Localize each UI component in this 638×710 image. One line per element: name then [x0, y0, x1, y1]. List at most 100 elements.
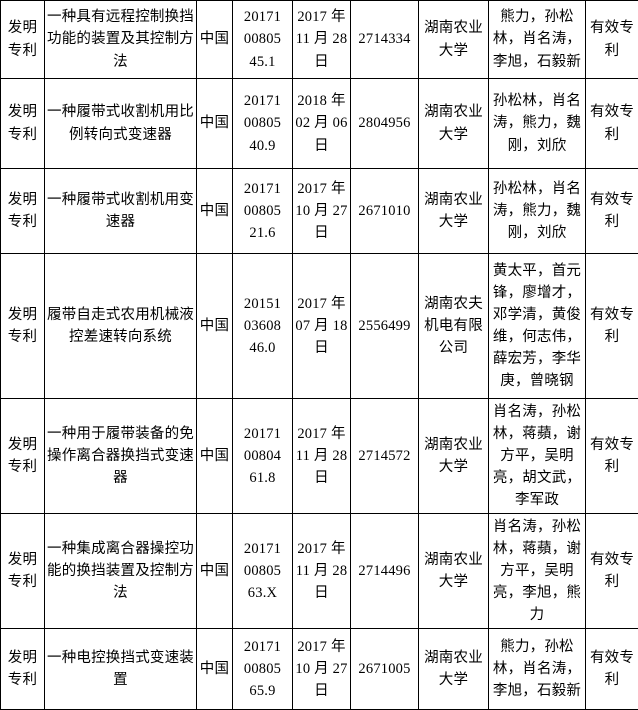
date-line: 11 月 28: [295, 560, 348, 582]
appno-line: 46.0: [235, 337, 290, 359]
appno-line: 65.9: [235, 680, 290, 702]
appno-line: 45.1: [235, 51, 290, 73]
owner: 湖南农业大学: [419, 79, 489, 169]
owner: 湖南农业大学: [419, 1, 489, 79]
type: 发明专利: [1, 514, 45, 629]
status: 有效专利: [586, 1, 638, 79]
appno-line: 21.6: [235, 222, 290, 244]
appno-line: 20151: [235, 293, 290, 315]
appno-line: 20171: [235, 423, 290, 445]
inventors: 熊力，孙松林，肖名涛，李旭，石毅新: [489, 1, 586, 79]
grant: 2714496: [351, 514, 419, 629]
date-line: 2018 年: [295, 90, 348, 112]
type: 发明专利: [1, 79, 45, 169]
appno-line: 63.X: [235, 582, 290, 604]
owner: 湖南农业大学: [419, 629, 489, 710]
date-line: 日: [295, 467, 348, 489]
title: 一种电控换挡式变速装置: [45, 629, 197, 710]
country: 中国: [197, 254, 233, 399]
date-line: 02 月 06: [295, 112, 348, 134]
grant: 2671010: [351, 169, 419, 254]
date-line: 2017 年: [295, 293, 348, 315]
country: 中国: [197, 1, 233, 79]
date-line: 日: [295, 337, 348, 359]
date-line: 日: [295, 582, 348, 604]
status: 有效专利: [586, 254, 638, 399]
country: 中国: [197, 514, 233, 629]
status: 有效专利: [586, 629, 638, 710]
grant: 2714572: [351, 399, 419, 514]
date-line: 2017 年: [295, 6, 348, 28]
owner: 湖南农夫机电有限公司: [419, 254, 489, 399]
owner: 湖南农业大学: [419, 399, 489, 514]
appno-line: 40.9: [235, 135, 290, 157]
date-line: 日: [295, 222, 348, 244]
type: 发明专利: [1, 1, 45, 79]
inventors: 黄太平，首元锋，廖增才，邓学清，黄俊维，何志伟，薛宏芳，李华庚，曾晓钢: [489, 254, 586, 399]
inventors: 肖名涛，孙松林，蒋蘋，谢方平，吴明亮，胡文武，李军政: [489, 399, 586, 514]
type: 发明专利: [1, 399, 45, 514]
appno-line: 61.8: [235, 467, 290, 489]
title: 一种履带式收割机用比例转向式变速器: [45, 79, 197, 169]
status: 有效专利: [586, 399, 638, 514]
title: 一种用于履带装备的免操作离合器换挡式变速器: [45, 399, 197, 514]
appno-line: 20171: [235, 178, 290, 200]
grant: 2804956: [351, 79, 419, 169]
type: 发明专利: [1, 169, 45, 254]
status: 有效专利: [586, 169, 638, 254]
grant: 2671005: [351, 629, 419, 710]
type: 发明专利: [1, 629, 45, 710]
appno-line: 00805: [235, 658, 290, 680]
appno-line: 00805: [235, 112, 290, 134]
appno-line: 00805: [235, 200, 290, 222]
date-line: 2017 年: [295, 178, 348, 200]
title: 一种具有远程控制换挡功能的装置及其控制方法: [45, 1, 197, 79]
date-line: 10 月 27: [295, 658, 348, 680]
date-line: 日: [295, 51, 348, 73]
date-line: 07 月 18: [295, 315, 348, 337]
date-line: 2017 年: [295, 636, 348, 658]
appno-line: 00805: [235, 560, 290, 582]
appno-line: 03608: [235, 315, 290, 337]
grant: 2714334: [351, 1, 419, 79]
grant: 2556499: [351, 254, 419, 399]
appno-line: 00804: [235, 445, 290, 467]
country: 中国: [197, 169, 233, 254]
inventors: 熊力，孙松林，肖名涛，李旭，石毅新: [489, 629, 586, 710]
appno-line: 20171: [235, 90, 290, 112]
owner: 湖南农业大学: [419, 514, 489, 629]
appno-line: 20171: [235, 6, 290, 28]
date-line: 2017 年: [295, 538, 348, 560]
date-line: 日: [295, 680, 348, 702]
date-line: 11 月 28: [295, 445, 348, 467]
